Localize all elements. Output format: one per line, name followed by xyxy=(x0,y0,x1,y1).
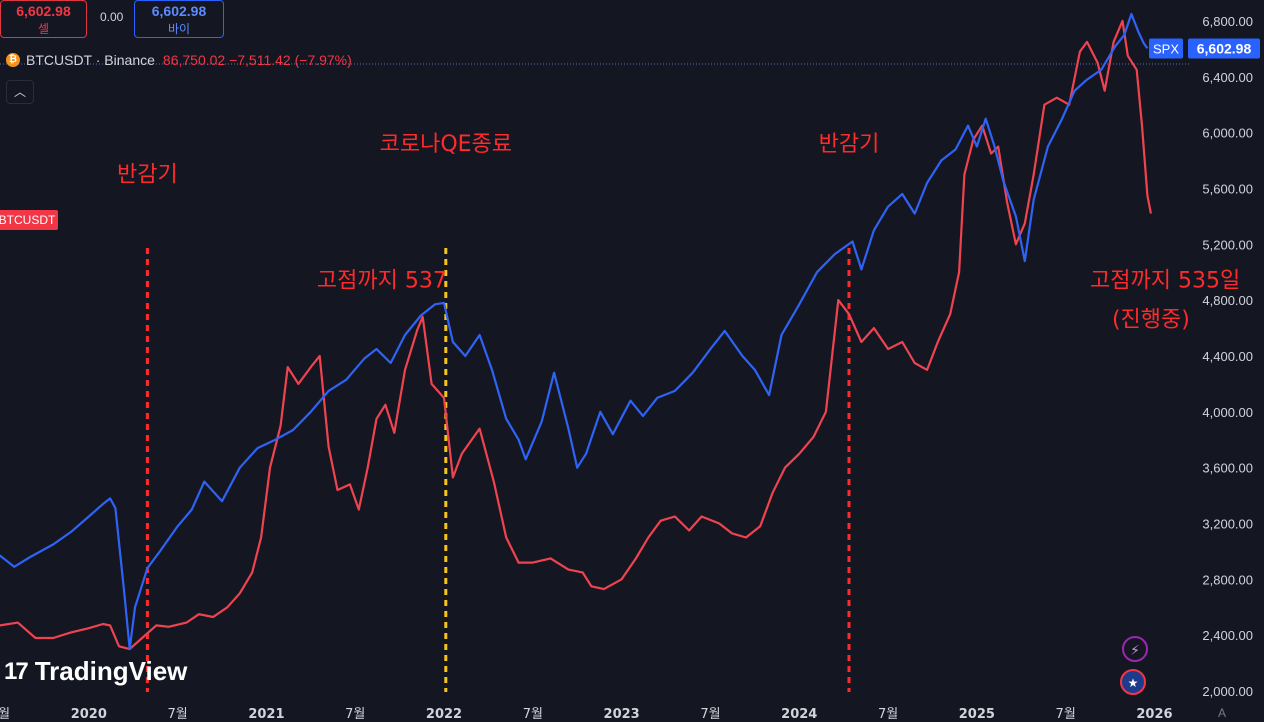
lightning-icon[interactable]: ⚡ xyxy=(1122,636,1148,662)
sell-price: 6,602.98 xyxy=(16,3,71,19)
symbol-name[interactable]: BTCUSDT · Binance xyxy=(26,52,155,68)
y-tick-label: 2,400.00 xyxy=(1202,628,1253,643)
halving-2024-label: 반감기 xyxy=(819,132,880,157)
y-tick-label: 4,400.00 xyxy=(1202,349,1253,364)
buy-button[interactable]: 6,602.98 바이 xyxy=(134,0,224,38)
halving-2020-label: 반감기 xyxy=(117,162,178,187)
sell-button[interactable]: 6,602.98 셀 xyxy=(0,0,87,38)
buy-price: 6,602.98 xyxy=(151,3,207,19)
y-tick-label: 2,800.00 xyxy=(1202,572,1253,587)
bitcoin-icon: ₿ xyxy=(6,53,20,67)
x-tick-label: 7월 xyxy=(1056,707,1076,722)
y-tick-label: 4,800.00 xyxy=(1202,293,1253,308)
y-tick-label: 4,000.00 xyxy=(1202,405,1253,420)
tradingview-mark-icon: 17 xyxy=(4,657,29,685)
buy-label: 바이 xyxy=(167,22,191,36)
x-tick-label: 7월 xyxy=(878,707,898,722)
x-tick-label: 2026 xyxy=(1136,707,1172,722)
chevron-up-icon: ︿ xyxy=(13,85,26,99)
symbol-values: 86,750.02 −7,511.42 (−7.97%) xyxy=(162,52,352,68)
spx-tag xyxy=(1149,38,1183,59)
series-line-btcusdt xyxy=(0,19,1152,651)
btc-tag xyxy=(0,210,58,230)
y-tick-label: 6,400.00 xyxy=(1202,70,1253,85)
x-tick-label: 7월 xyxy=(0,707,10,722)
x-tick-label: 2021 xyxy=(248,707,284,722)
in-progress-label: (진행중) xyxy=(1112,308,1190,333)
days-to-peak-535-label: 고점까지 535일 xyxy=(1090,269,1240,294)
x-tick-label: 2023 xyxy=(604,707,640,722)
y-tick-label: 6,000.00 xyxy=(1202,126,1253,141)
spread-value: 0.00 xyxy=(100,10,124,24)
series-line-spx xyxy=(0,12,1149,651)
x-tick-label: 2025 xyxy=(959,707,995,722)
last-price-label: 6,602.98 xyxy=(1197,40,1252,56)
spx-tag-label: SPX xyxy=(1153,41,1179,56)
collapse-legend-button[interactable]: ︿ xyxy=(6,80,34,104)
last-price-tag xyxy=(1188,38,1260,59)
x-tick-label: 2020 xyxy=(71,707,107,722)
x-tick-label: 2022 xyxy=(426,707,462,722)
y-tick-label: 5,600.00 xyxy=(1202,181,1253,196)
corona-qe-end-label: 코로나QE종료 xyxy=(380,132,512,157)
auto-scale-button[interactable]: A xyxy=(1218,706,1227,720)
x-tick-label: 7월 xyxy=(167,707,187,722)
tradingview-logo-text: TradingView xyxy=(34,656,188,686)
y-tick-label: 3,200.00 xyxy=(1202,517,1253,532)
days-to-peak-537-label: 고점까지 537 xyxy=(317,269,447,294)
us-flag-icon[interactable]: ★ xyxy=(1120,669,1146,695)
x-tick-label: 7월 xyxy=(523,707,543,722)
x-tick-label: 2024 xyxy=(781,707,817,722)
y-tick-label: 3,600.00 xyxy=(1202,461,1253,476)
y-tick-label: 6,800.00 xyxy=(1202,14,1253,29)
y-tick-label: 2,000.00 xyxy=(1202,684,1253,699)
sell-label: 셀 xyxy=(37,22,50,36)
y-tick-label: 5,200.00 xyxy=(1202,237,1253,252)
x-tick-label: 7월 xyxy=(345,707,365,722)
btc-tag-label: BTCUSDT xyxy=(0,213,56,227)
symbol-legend[interactable]: ₿ BTCUSDT · Binance 86,750.02 −7,511.42 … xyxy=(6,52,352,68)
tradingview-logo[interactable]: 17 TradingView xyxy=(4,656,187,687)
x-tick-label: 7월 xyxy=(700,707,720,722)
